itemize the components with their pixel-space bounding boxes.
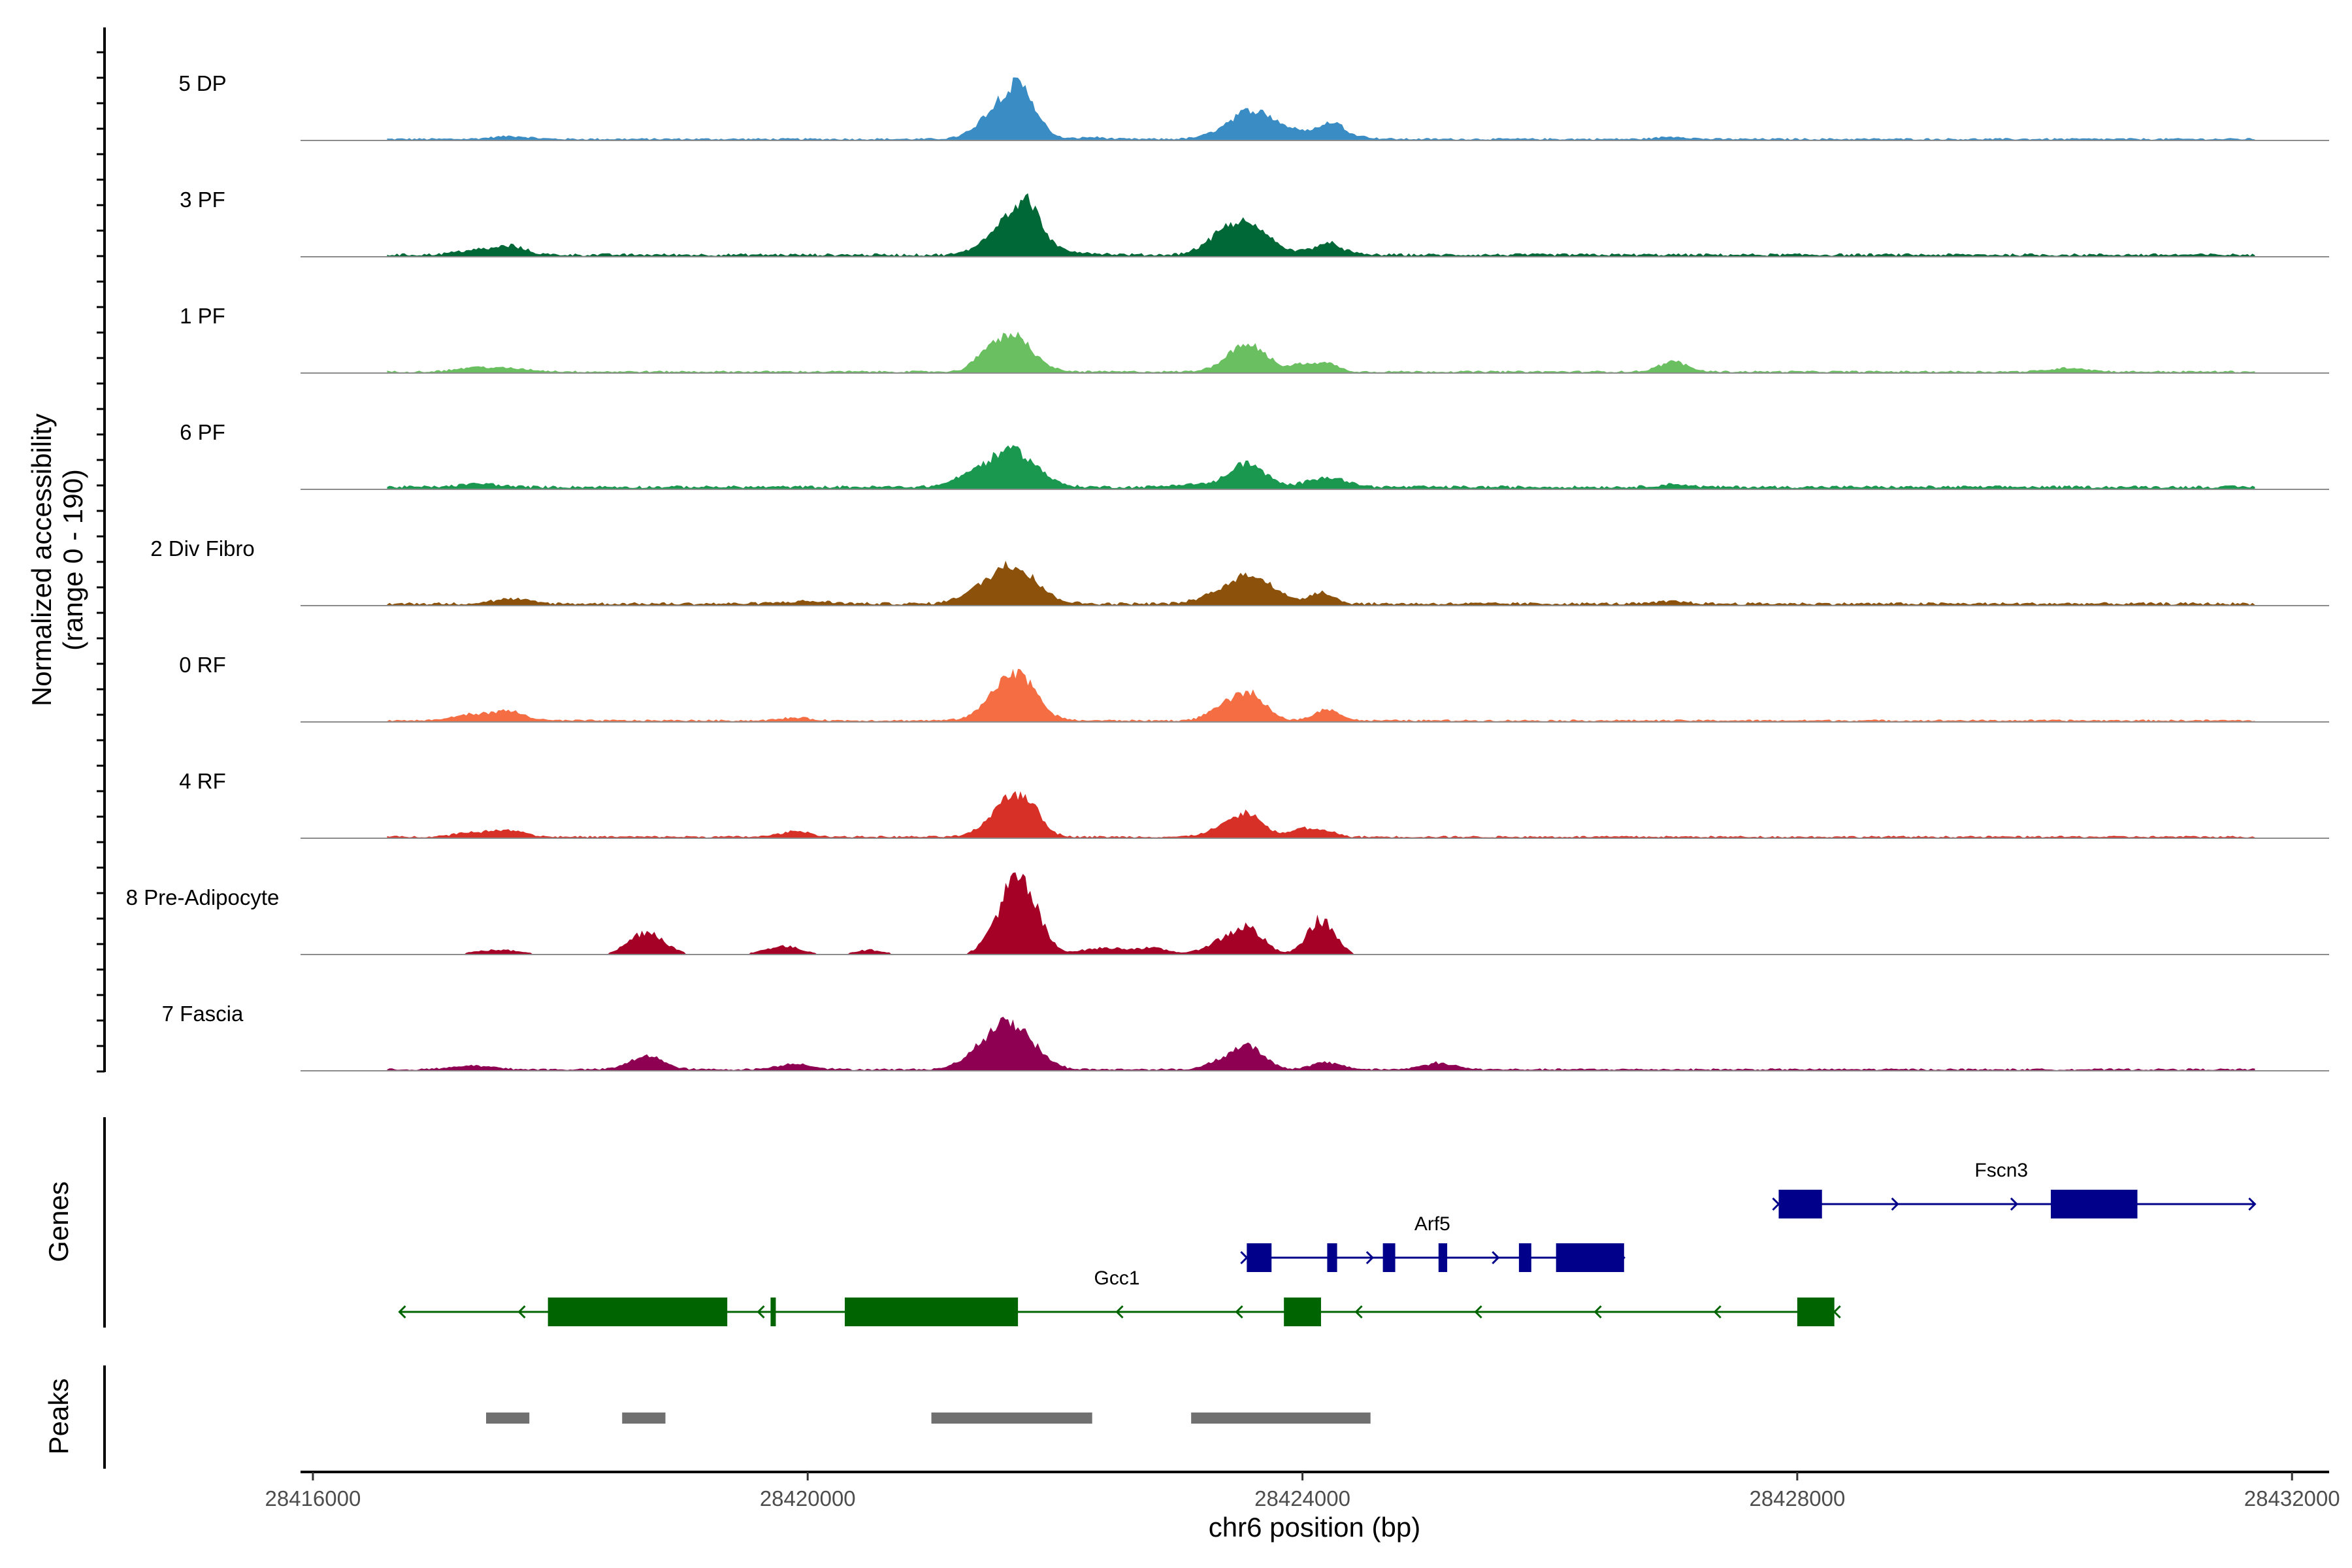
track-label: 5 DP xyxy=(178,71,226,95)
strand-arrow xyxy=(1354,1305,1363,1319)
exon xyxy=(1778,1190,1822,1218)
peaks-panel-label: Peaks xyxy=(43,1379,74,1455)
track-1-pf: 1 PF xyxy=(180,304,2329,374)
track-8-pre-adipocyte: 8 Pre-Adipocyte xyxy=(126,872,2329,955)
strand-arrow xyxy=(1713,1305,1722,1319)
coverage-area-6-pf xyxy=(387,445,2255,489)
coverage-area-1-pf xyxy=(387,331,2255,373)
strand-arrow xyxy=(1593,1305,1602,1319)
exon xyxy=(845,1298,1019,1326)
coverage-area-0-rf xyxy=(387,668,2255,722)
x-tick-label: 28420000 xyxy=(760,1486,856,1511)
peak-region xyxy=(1191,1413,1371,1424)
coverage-area-3-pf xyxy=(387,193,2255,257)
x-tick-label: 28428000 xyxy=(1749,1486,1845,1511)
gene-fscn3: Fscn3 xyxy=(1772,1160,2257,1218)
x-tick-label: 28432000 xyxy=(2244,1486,2340,1511)
exon xyxy=(547,1298,728,1326)
coverage-area-2-div-fibro xyxy=(387,561,2255,606)
strand-arrow xyxy=(1891,1197,1899,1211)
exon xyxy=(1556,1243,1624,1272)
strand-arrow xyxy=(1772,1197,1780,1211)
genes-panel-label: Genes xyxy=(43,1181,74,1262)
gene-arf5: Arf5 xyxy=(1240,1213,1625,1272)
exon xyxy=(1284,1298,1321,1326)
track-7-fascia: 7 Fascia xyxy=(162,1002,2329,1071)
track-5-dp: 5 DP xyxy=(178,71,2329,141)
x-axis-ticks: 28416000 28420000 28424000 28428000 28432000 xyxy=(265,1472,2340,1511)
coverage-area-4-rf xyxy=(387,791,2255,838)
strand-arrow xyxy=(398,1305,406,1319)
track-3-pf: 3 PF xyxy=(180,188,2329,257)
exon xyxy=(1438,1243,1448,1272)
gene-gcc1: Gcc1 xyxy=(398,1267,1841,1326)
coverage-area-7-fascia xyxy=(387,1017,2255,1071)
y-axis-range: (range 0 - 190) xyxy=(57,469,88,651)
track-2-div-fibro: 2 Div Fibro xyxy=(150,536,2329,606)
strand-arrow xyxy=(1833,1305,1841,1319)
peak-region xyxy=(622,1413,666,1424)
track-label: 6 PF xyxy=(180,420,225,444)
strand-arrow xyxy=(757,1305,765,1319)
coverage-y-axis xyxy=(97,27,106,1073)
strand-arrow xyxy=(517,1305,526,1319)
strand-arrow xyxy=(2010,1197,2019,1211)
exon xyxy=(1382,1243,1396,1272)
peaks-track xyxy=(485,1413,1371,1424)
track-label: 3 PF xyxy=(180,188,225,212)
gene-label: Arf5 xyxy=(1414,1213,1450,1235)
exon xyxy=(1247,1243,1272,1272)
peak-region xyxy=(931,1413,1092,1424)
track-6-pf: 6 PF xyxy=(180,420,2329,490)
strand-arrow xyxy=(1235,1305,1243,1319)
exon xyxy=(1327,1243,1337,1272)
coverage-area-8-pre-adipocyte xyxy=(387,872,2255,955)
strand-arrow xyxy=(2248,1197,2257,1211)
x-tick-label: 28424000 xyxy=(1254,1486,1350,1511)
track-label: 1 PF xyxy=(180,304,225,328)
exon xyxy=(770,1298,776,1326)
coverage-tracks: 5 DP 3 PF 1 PF 6 PF 2 Div Fibro 0 RF 4 RF 8 Pre… xyxy=(126,71,2329,1071)
exon xyxy=(1797,1298,1835,1326)
genes-track: Gcc1 Arf5 Fscn3 xyxy=(398,1160,2257,1326)
strand-arrow xyxy=(1474,1305,1482,1319)
track-0-rf: 0 RF xyxy=(179,653,2329,723)
strand-arrow xyxy=(1365,1250,1374,1265)
strand-arrow xyxy=(1492,1250,1500,1265)
gene-label: Gcc1 xyxy=(1094,1267,1140,1289)
x-tick-label: 28416000 xyxy=(265,1486,361,1511)
gene-label: Fscn3 xyxy=(1974,1160,2028,1181)
track-label: 4 RF xyxy=(179,769,226,793)
exon xyxy=(1518,1243,1531,1272)
exon xyxy=(2051,1190,2138,1218)
track-label: 0 RF xyxy=(179,653,226,677)
track-label: 7 Fascia xyxy=(162,1002,244,1026)
peak-region xyxy=(485,1413,530,1424)
track-label: 2 Div Fibro xyxy=(150,536,255,561)
y-axis-title: Normalized accessibility xyxy=(26,414,57,706)
x-axis-title: chr6 position (bp) xyxy=(1209,1512,1421,1543)
track-label: 8 Pre-Adipocyte xyxy=(126,885,280,909)
coverage-area-5-dp xyxy=(387,77,2255,140)
strand-arrow xyxy=(1240,1250,1249,1265)
strand-arrow xyxy=(1115,1305,1124,1319)
track-4-rf: 4 RF xyxy=(179,769,2329,839)
